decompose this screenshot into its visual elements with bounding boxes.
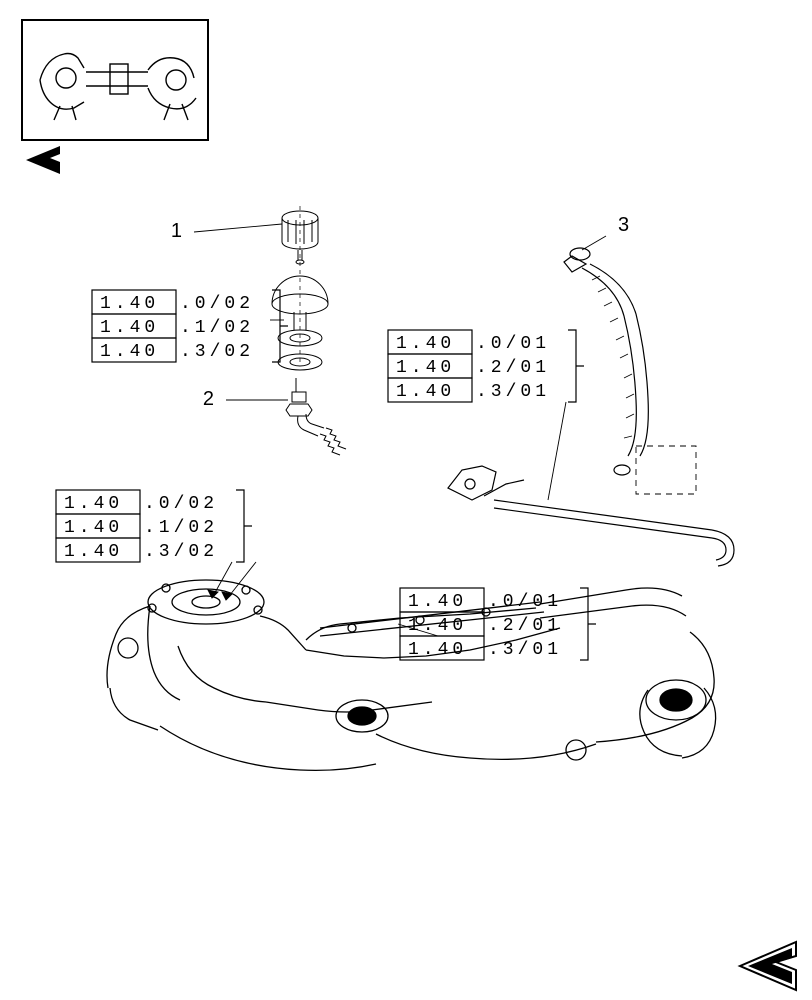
ref-cell: 1.40 bbox=[396, 358, 455, 378]
ref-cell: 1.40 bbox=[100, 294, 159, 314]
ref-group-B: 1.40 .0/01 1.40 .2/01 1.40 .3/01 bbox=[388, 330, 584, 402]
steering-tube bbox=[448, 466, 734, 566]
ref-cell: 1.40 bbox=[64, 518, 123, 538]
leaders-refC bbox=[208, 562, 256, 600]
ref-cell: 1.40 bbox=[100, 318, 159, 338]
thumbnail-box bbox=[22, 20, 208, 140]
ref-suffix: .2/01 bbox=[488, 616, 562, 636]
ref-suffix: .2/01 bbox=[476, 358, 550, 378]
callout-3: 3 bbox=[618, 214, 629, 236]
ref-suffix: .3/01 bbox=[476, 382, 550, 402]
callout-1: 1 bbox=[171, 220, 182, 242]
ref-cell: 1.40 bbox=[396, 382, 455, 402]
ref-suffix: .0/01 bbox=[476, 334, 550, 354]
ref-suffix: .3/02 bbox=[144, 542, 218, 562]
ref-cell: 1.40 bbox=[408, 640, 467, 660]
nav-arrow-right-icon bbox=[740, 942, 796, 990]
leader-3 bbox=[582, 236, 606, 250]
ref-suffix: .1/02 bbox=[144, 518, 218, 538]
part-3-hose bbox=[564, 248, 648, 475]
ref-cell: 1.40 bbox=[64, 542, 123, 562]
ref-suffix: .3/01 bbox=[488, 640, 562, 660]
nav-arrow-left-icon bbox=[26, 146, 60, 174]
ref-group-C: 1.40 .0/02 1.40 .1/02 1.40 .3/02 bbox=[56, 490, 252, 562]
leader-refB bbox=[548, 402, 566, 500]
ref-suffix: .0/02 bbox=[144, 494, 218, 514]
dashed-target-box bbox=[636, 446, 696, 494]
ref-cell: 1.40 bbox=[396, 334, 455, 354]
ref-cell: 1.40 bbox=[408, 592, 467, 612]
ref-group-D: 1.40 .0/01 1.40 .2/01 1.40 .3/01 bbox=[400, 588, 596, 660]
ref-suffix: .1/02 bbox=[180, 318, 254, 338]
ref-group-A: 1.40 .0/02 1.40 .1/02 1.40 .3/02 bbox=[92, 290, 288, 362]
part-2-elbow bbox=[286, 378, 346, 455]
ref-suffix: .0/01 bbox=[488, 592, 562, 612]
callout-2: 2 bbox=[203, 388, 214, 410]
ref-cell: 1.40 bbox=[408, 616, 467, 636]
ref-suffix: .0/02 bbox=[180, 294, 254, 314]
ref-cell: 1.40 bbox=[100, 342, 159, 362]
ref-suffix: .3/02 bbox=[180, 342, 254, 362]
ref-cell: 1.40 bbox=[64, 494, 123, 514]
leader-1 bbox=[194, 224, 282, 232]
